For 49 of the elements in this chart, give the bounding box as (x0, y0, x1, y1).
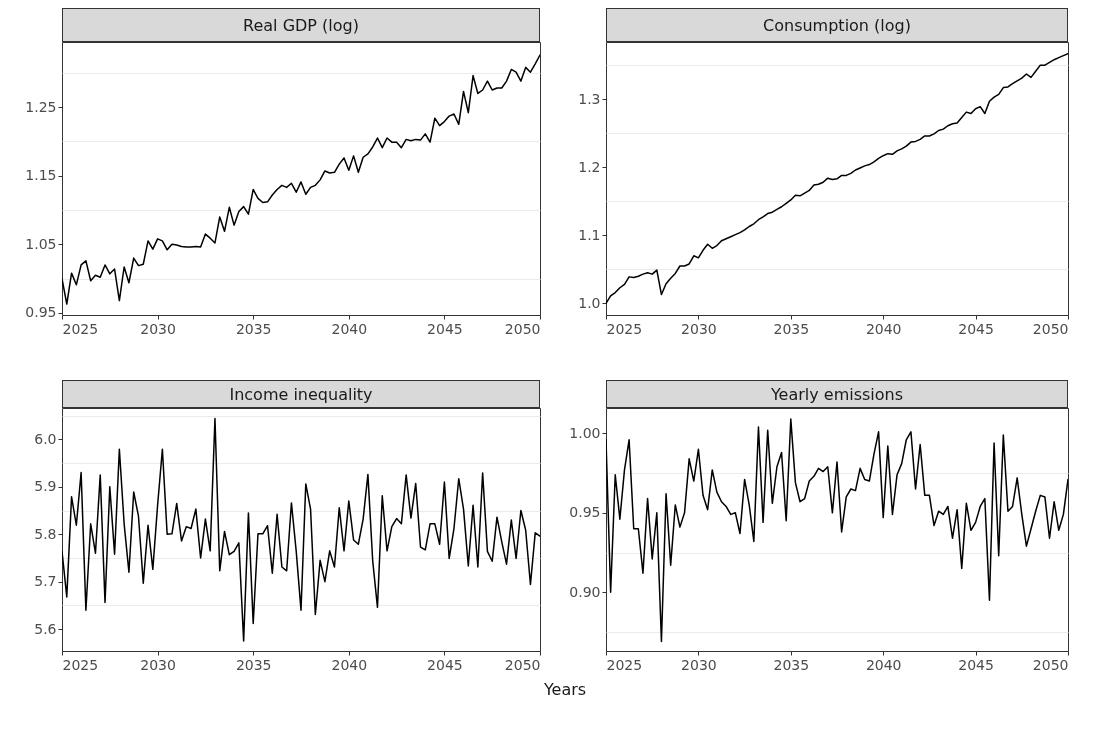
x-tick-label: 2050 (1032, 656, 1069, 673)
line-series (62, 417, 540, 642)
x-tick-label: 2025 (62, 656, 99, 673)
y-tick-label: 1.1 (578, 226, 601, 243)
y-tick-label: 5.6 (34, 620, 57, 637)
line-series (606, 418, 1068, 643)
x-tick-label: 2040 (865, 320, 902, 337)
y-tick-label: 0.90 (569, 583, 601, 600)
x-tick-label: 2045 (427, 656, 463, 673)
y-tick-label: 1.15 (25, 167, 57, 184)
x-tick-label: 2025 (62, 320, 99, 337)
y-tick-label: 5.7 (34, 573, 57, 590)
x-tick-label: 2040 (331, 320, 368, 337)
chart-title: Real GDP (log) (62, 8, 540, 42)
x-axis-title: Years (542, 680, 588, 699)
x-tick-label: 2025 (606, 656, 643, 673)
x-tick-label: 2050 (1032, 320, 1069, 337)
x-tick-label: 2030 (681, 656, 717, 673)
chart-title: Income inequality (62, 380, 540, 408)
y-tick-label: 1.3 (578, 90, 601, 107)
y-tick-label: 1.00 (569, 424, 601, 441)
x-tick-label: 2035 (235, 320, 272, 337)
x-tick-label: 2035 (773, 656, 810, 673)
x-tick-label: 2050 (504, 320, 541, 337)
chart-title: Yearly emissions (606, 380, 1068, 408)
x-tick-label: 2035 (235, 656, 272, 673)
x-tick-label: 2025 (606, 320, 643, 337)
line-series (606, 52, 1068, 305)
x-tick-label: 2040 (865, 656, 902, 673)
x-tick-label: 2045 (958, 656, 994, 673)
y-tick-label: 5.9 (34, 478, 57, 495)
y-tick-label: 1.25 (25, 98, 57, 115)
x-tick-label: 2035 (773, 320, 810, 337)
line-series (62, 54, 540, 305)
y-tick-label: 5.8 (34, 525, 57, 542)
y-tick-label: 1.2 (578, 158, 601, 175)
y-tick-label: 6.0 (34, 430, 57, 447)
y-tick-label: 1.0 (578, 294, 601, 311)
y-tick-label: 1.05 (25, 235, 57, 252)
x-tick-label: 2045 (427, 320, 463, 337)
x-tick-label: 2045 (958, 320, 994, 337)
y-tick-label: 0.95 (25, 304, 57, 321)
chart-title: Consumption (log) (606, 8, 1068, 42)
x-tick-label: 2040 (331, 656, 368, 673)
y-tick-label: 0.95 (569, 504, 601, 521)
x-tick-label: 2030 (140, 320, 176, 337)
x-tick-label: 2050 (504, 656, 541, 673)
x-tick-label: 2030 (681, 320, 717, 337)
x-tick-label: 2030 (140, 656, 176, 673)
